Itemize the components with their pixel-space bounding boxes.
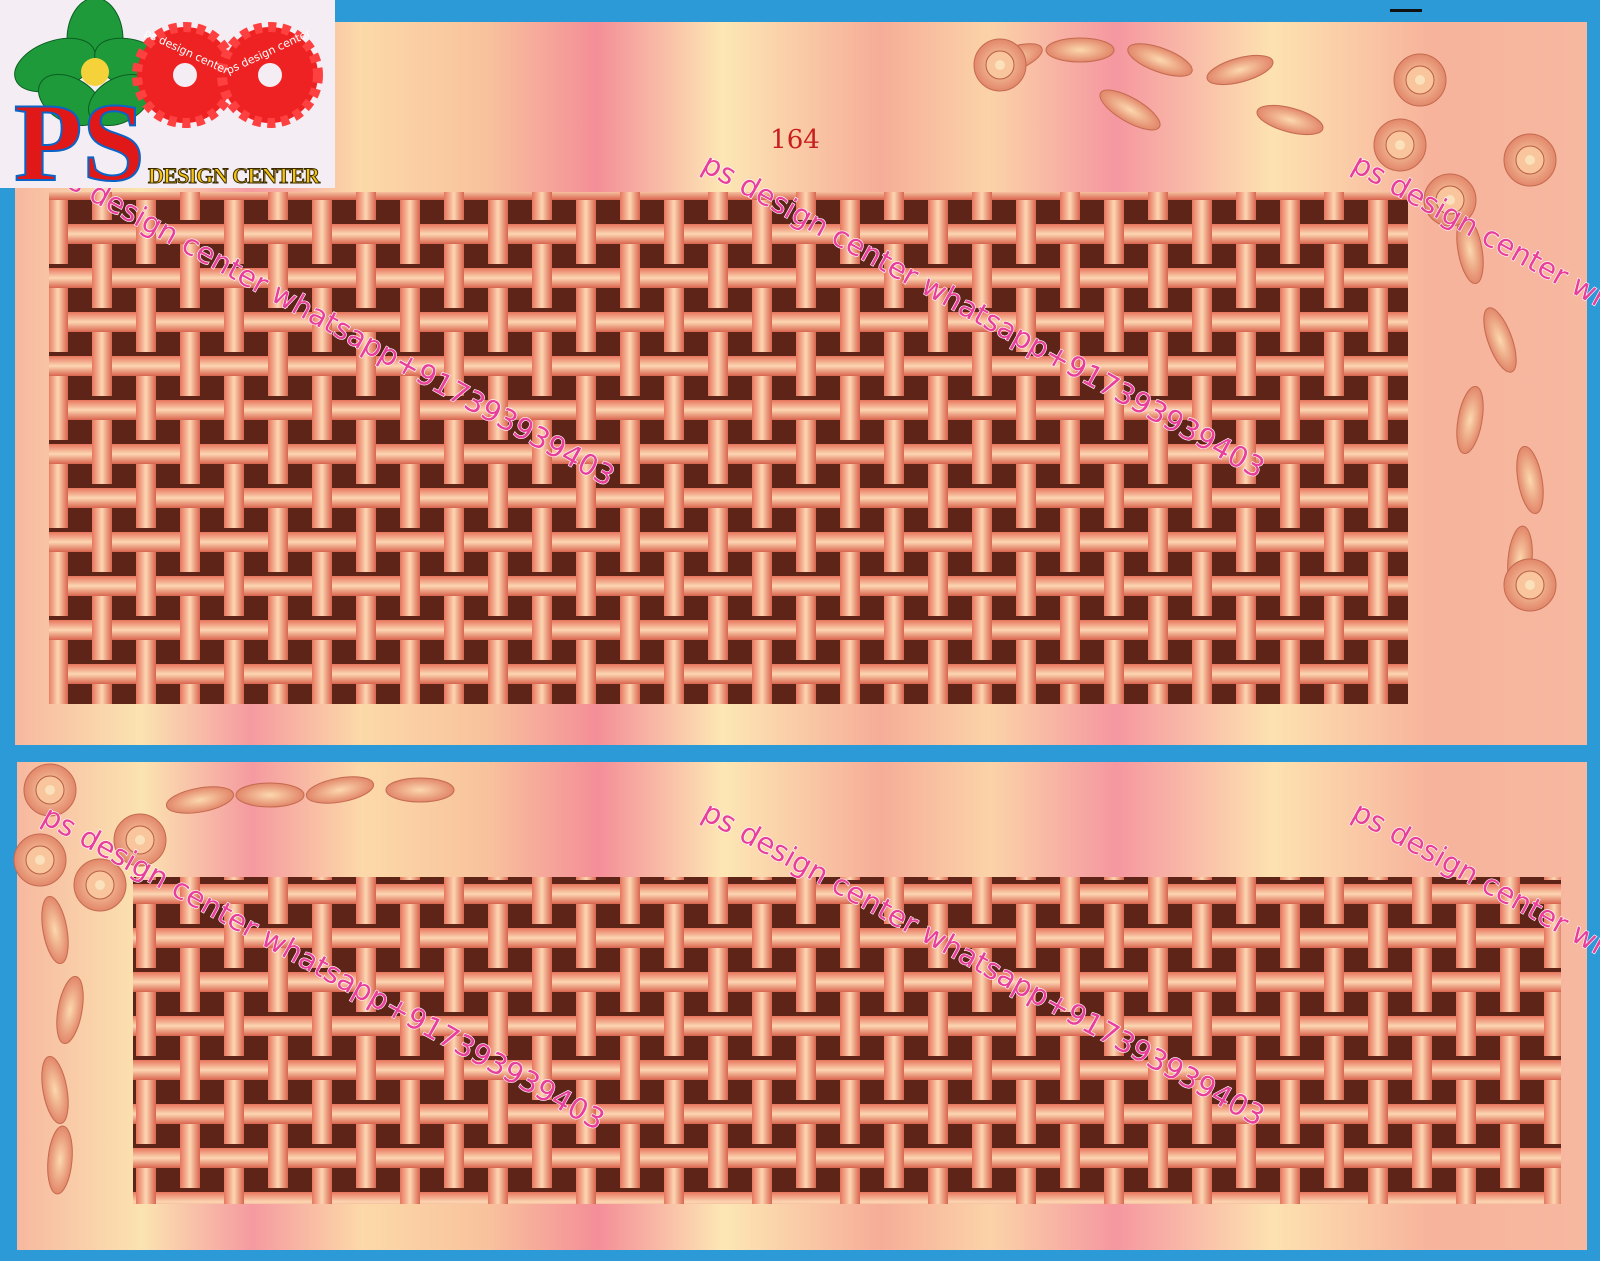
bottom-weave (133, 877, 1561, 1204)
logo: ps design center ps design center PS DES… (0, 0, 335, 206)
window-minimize[interactable] (1390, 9, 1422, 12)
design-number: 164 (770, 125, 820, 155)
top-weave (49, 192, 1408, 704)
logo-initials: PS (14, 81, 145, 205)
logo-name: DESIGN CENTER (148, 163, 321, 188)
